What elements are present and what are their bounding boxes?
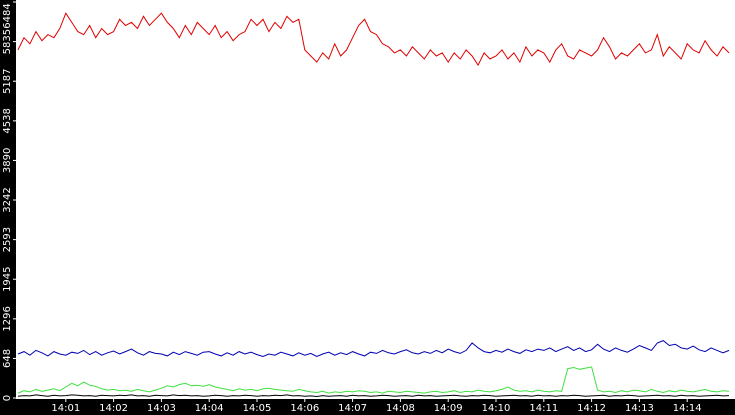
x-tick-label: 14:01 bbox=[51, 403, 80, 414]
x-axis-strip bbox=[0, 399, 735, 415]
x-tick-label: 14:05 bbox=[243, 403, 272, 414]
series-line bbox=[17, 394, 730, 398]
x-tick-label: 14:03 bbox=[147, 403, 176, 414]
x-tick-label: 14:12 bbox=[577, 403, 606, 414]
y-tick-label: 3890 bbox=[2, 148, 13, 173]
y-tick-label: 648 bbox=[2, 349, 13, 368]
y-tick-label: 6484 bbox=[2, 3, 13, 28]
series-line bbox=[17, 340, 730, 358]
y-tick-label: 0 bbox=[2, 395, 13, 401]
y-tick-label: 2593 bbox=[2, 227, 13, 252]
series-line bbox=[17, 366, 730, 394]
y-tick-label: 1945 bbox=[2, 266, 13, 291]
x-tick-label: 14:06 bbox=[290, 403, 319, 414]
y-axis-strip bbox=[0, 0, 16, 415]
y-tick-label: 5835 bbox=[2, 29, 13, 54]
x-tick-label: 14:09 bbox=[434, 403, 463, 414]
x-tick-label: 14:13 bbox=[625, 403, 654, 414]
series-line bbox=[17, 12, 730, 67]
x-tick-label: 14:08 bbox=[386, 403, 415, 414]
x-tick-label: 14:07 bbox=[338, 403, 367, 414]
y-tick-label: 1296 bbox=[2, 306, 13, 331]
x-tick-label: 14:04 bbox=[195, 403, 224, 414]
x-tick-label: 14:11 bbox=[529, 403, 558, 414]
y-tick-label: 4538 bbox=[2, 108, 13, 133]
y-tick-label: 3242 bbox=[2, 187, 13, 212]
x-tick-label: 14:02 bbox=[99, 403, 128, 414]
y-tick-label: 5187 bbox=[2, 68, 13, 93]
x-tick-label: 14:14 bbox=[673, 403, 702, 414]
x-tick-label: 14:10 bbox=[482, 403, 511, 414]
